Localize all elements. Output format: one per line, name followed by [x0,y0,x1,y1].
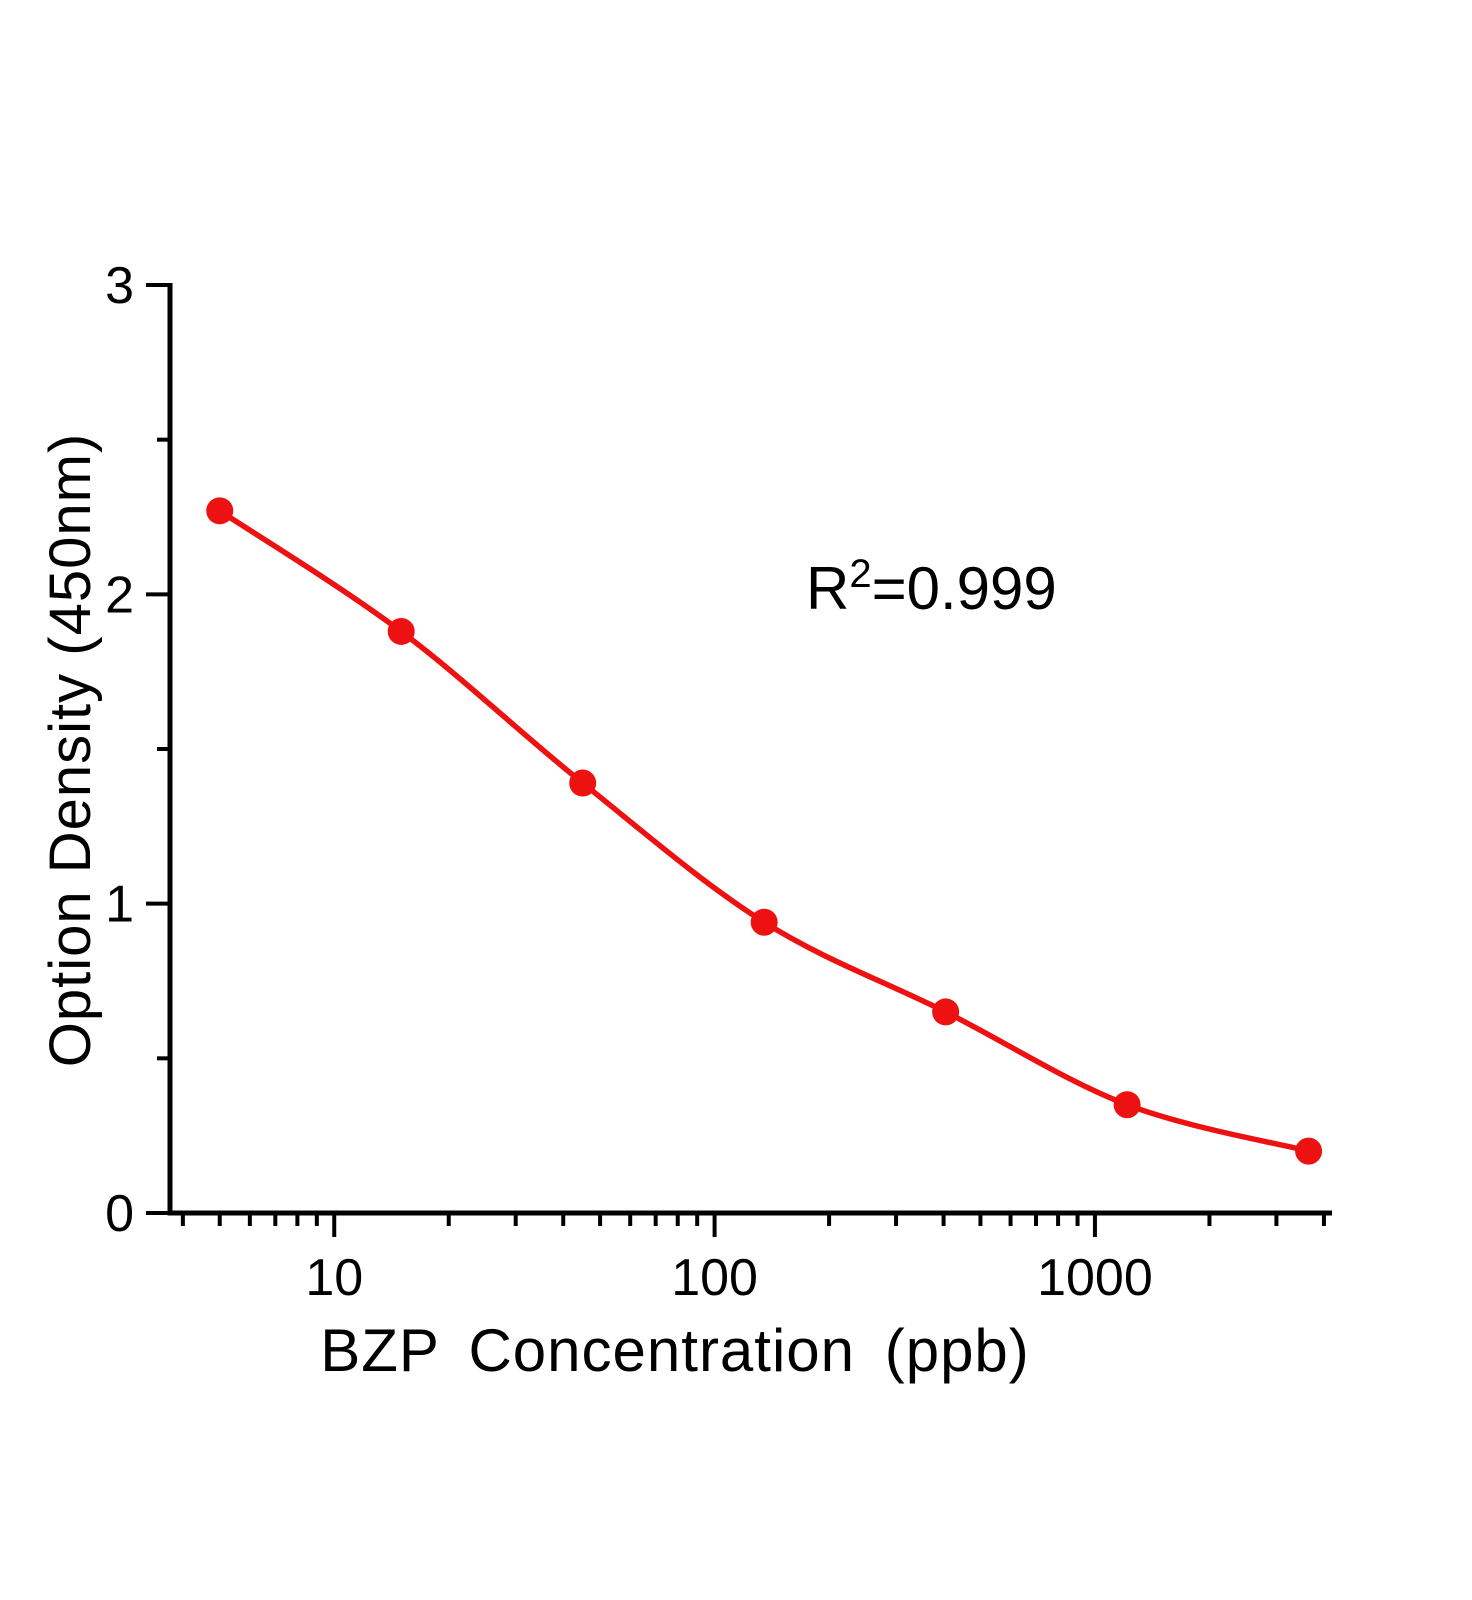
data-point-marker [750,908,778,936]
y-tick-label: 0 [105,1185,134,1243]
data-point-marker [569,769,597,797]
x-axis-title: BZP Concentration (ppb) [320,1317,1030,1384]
y-tick-label: 2 [105,566,134,624]
data-point-marker [932,998,960,1026]
data-point-marker [206,497,234,525]
x-tick-label: 10 [305,1249,363,1307]
r-squared-superscript: 2 [849,552,872,596]
data-point-marker [1113,1091,1141,1119]
r-squared-value: =0.999 [871,555,1057,622]
y-tick-label: 1 [105,876,134,934]
r-squared-annotation: R2=0.999 [806,552,1057,623]
y-tick-label: 3 [105,257,134,315]
fit-curve [216,508,1312,1154]
y-axis-title: Option Density (450nm) [38,432,103,1068]
r-squared-base: R [806,555,850,622]
data-point-marker [387,617,415,645]
x-tick-label: 100 [671,1249,758,1307]
x-tick-label: 1000 [1037,1249,1153,1307]
data-point-marker [1295,1137,1323,1165]
